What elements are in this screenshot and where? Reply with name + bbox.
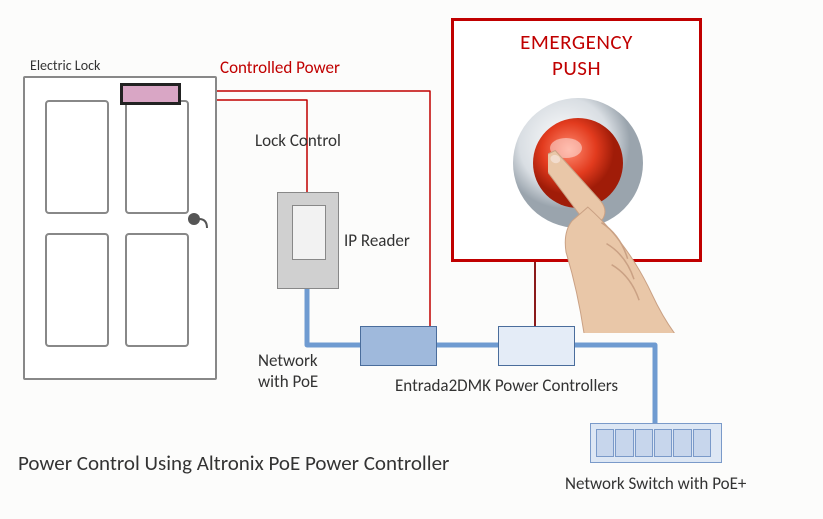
door [23, 76, 217, 380]
ip-reader [277, 192, 339, 289]
switch-port [693, 429, 711, 457]
switch-label: Network Switch with PoE+ [565, 473, 746, 494]
switch-port [654, 429, 672, 457]
lock-control-label: Lock Control [255, 130, 341, 151]
ip-reader-label: IP Reader [344, 230, 410, 251]
electric-lock-label: Electric Lock [30, 57, 100, 74]
network-poe-label: Network with PoE [258, 350, 318, 392]
door-knob-icon [185, 208, 211, 234]
controllers-label: Entrada2DMK Power Controllers [395, 375, 618, 396]
network-switch [590, 423, 722, 463]
reader-to-controller-blue [307, 287, 360, 345]
controller-left [360, 326, 437, 366]
switch-port [596, 429, 614, 457]
electric-lock [120, 83, 181, 105]
emergency-push-panel: EMERGENCY PUSH [451, 18, 702, 262]
switch-port [615, 429, 633, 457]
controlled-power-label: Controlled Power [220, 57, 340, 78]
hand-pointing-icon [548, 133, 808, 333]
switch-port [635, 429, 653, 457]
switch-port [673, 429, 691, 457]
diagram-title: Power Control Using Altronix PoE Power C… [18, 450, 449, 476]
